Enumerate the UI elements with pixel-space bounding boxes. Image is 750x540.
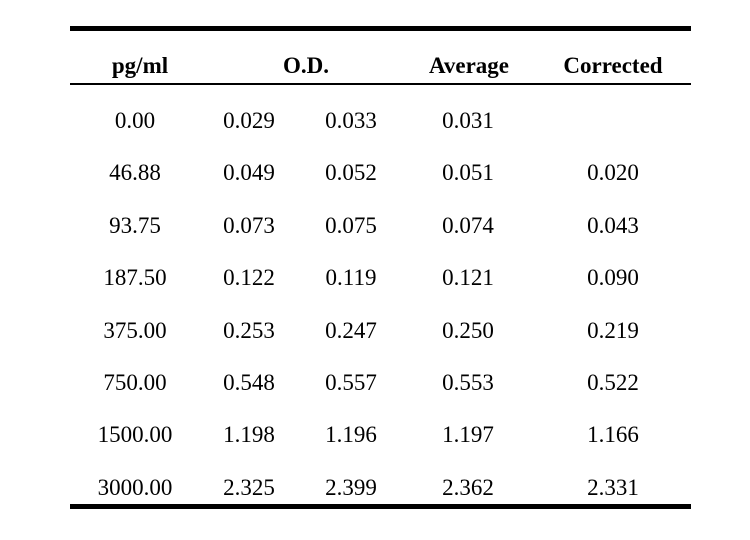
cell-corrected: 2.331 — [587, 475, 639, 500]
cell-od-1: 0.029 — [223, 108, 275, 133]
cell-od-2: 0.075 — [325, 213, 377, 238]
cell-concentration: 187.50 — [103, 265, 167, 290]
cell-average: 0.250 — [442, 318, 494, 343]
header-corrected: Corrected — [563, 53, 663, 78]
cell-od-1: 1.198 — [223, 422, 275, 447]
cell-concentration: 750.00 — [103, 370, 167, 395]
cell-od-1: 0.049 — [223, 160, 275, 185]
header-od: O.D. — [283, 53, 329, 78]
cell-od-2: 1.196 — [325, 422, 377, 447]
cell-concentration: 0.00 — [114, 108, 156, 133]
cell-od-1: 2.325 — [223, 475, 275, 500]
table-top-rule — [70, 26, 691, 31]
header-concentration: pg/ml — [111, 53, 169, 78]
cell-od-2: 0.247 — [325, 318, 377, 343]
cell-od-2: 2.399 — [325, 475, 377, 500]
cell-corrected: 0.219 — [587, 318, 639, 343]
cell-concentration: 93.75 — [109, 213, 161, 238]
table-header-rule — [70, 83, 691, 85]
cell-corrected: 0.020 — [587, 160, 639, 185]
cell-average: 2.362 — [442, 475, 494, 500]
cell-od-2: 0.033 — [325, 108, 377, 133]
cell-concentration: 3000.00 — [97, 475, 173, 500]
cell-od-1: 0.253 — [223, 318, 275, 343]
cell-average: 0.074 — [442, 213, 494, 238]
cell-corrected: 0.090 — [587, 265, 639, 290]
cell-od-1: 0.073 — [223, 213, 275, 238]
cell-average: 0.553 — [442, 370, 494, 395]
cell-concentration: 375.00 — [103, 318, 167, 343]
header-average: Average — [428, 53, 510, 78]
cell-concentration: 1500.00 — [97, 422, 173, 447]
cell-corrected: 0.043 — [587, 213, 639, 238]
cell-od-1: 0.548 — [223, 370, 275, 395]
cell-od-2: 0.119 — [325, 265, 377, 290]
cell-concentration: 46.88 — [109, 160, 161, 185]
cell-average: 0.031 — [442, 108, 494, 133]
cell-average: 1.197 — [442, 422, 494, 447]
cell-corrected: 1.166 — [587, 422, 639, 447]
cell-od-2: 0.557 — [325, 370, 377, 395]
cell-od-2: 0.052 — [325, 160, 377, 185]
table-bottom-rule — [70, 504, 691, 509]
cell-average: 0.051 — [442, 160, 494, 185]
cell-average: 0.121 — [442, 265, 494, 290]
cell-corrected: 0.522 — [587, 370, 639, 395]
cell-od-1: 0.122 — [223, 265, 275, 290]
